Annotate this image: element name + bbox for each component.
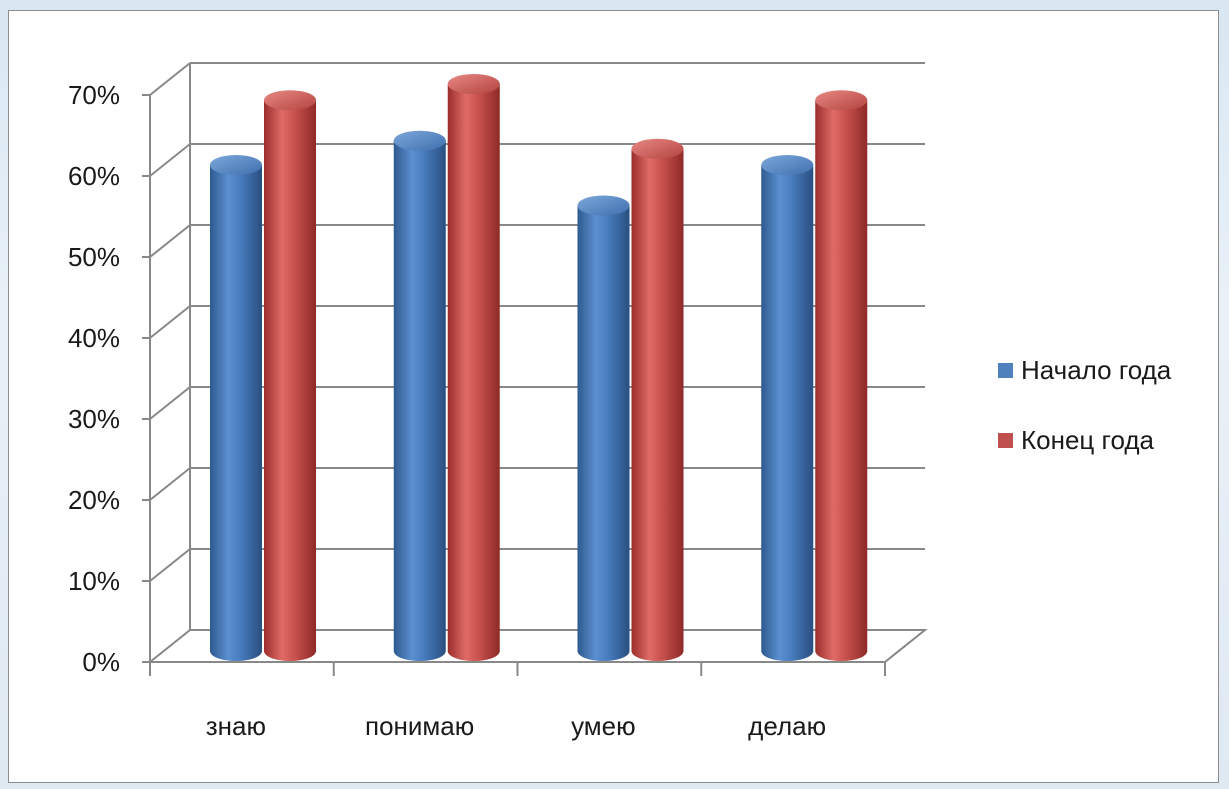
bar-body <box>264 100 316 661</box>
bar-top <box>393 130 446 151</box>
legend: Начало года Конец года <box>998 350 1171 490</box>
bar-top <box>210 155 262 175</box>
bar-end-1 <box>447 74 500 661</box>
gridline-depth <box>149 62 191 96</box>
gridline-depth <box>149 305 191 339</box>
legend-label: Конец года <box>1021 424 1154 455</box>
x-axis-category-labels: знаю понимаю умею делаю <box>206 711 826 741</box>
legend-label: Начало года <box>1021 354 1172 385</box>
y-tick-label: 0% <box>82 647 120 677</box>
x-category-label: делаю <box>748 711 826 741</box>
y-tick-label: 60% <box>68 161 120 191</box>
bars <box>210 74 868 662</box>
x-category-label: умею <box>571 711 636 741</box>
y-tick-label: 40% <box>68 323 120 353</box>
y-tick-label: 20% <box>68 485 120 515</box>
chart-walls <box>147 63 928 663</box>
legend-swatch-blue <box>998 362 1013 378</box>
bar-start-2 <box>577 195 630 661</box>
bar-body <box>631 148 684 662</box>
y-axis-tick-labels: 0% 10% 20% 30% 40% 50% 60% 70% <box>68 80 120 677</box>
legend-item-series-1: Начало года <box>998 350 1171 390</box>
bar-start-3 <box>761 155 814 661</box>
bar-body <box>393 140 446 661</box>
bar-top <box>631 138 684 159</box>
bar-start-1 <box>393 130 446 661</box>
bar-body <box>577 205 630 661</box>
bar-body <box>761 165 814 661</box>
x-category-label: знаю <box>206 711 266 741</box>
gridline-depth <box>149 143 191 177</box>
gridline-depth <box>149 548 191 582</box>
y-tick-label: 70% <box>68 80 120 110</box>
bar-end-0 <box>264 90 316 661</box>
x-category-label: понимаю <box>365 711 474 741</box>
bar-top <box>447 74 500 94</box>
bar-top <box>815 90 868 111</box>
bar-start-0 <box>210 155 262 661</box>
bar-top <box>264 90 316 111</box>
bar-top <box>761 155 814 175</box>
gridline-depth <box>149 467 191 501</box>
bar-top <box>577 195 630 216</box>
legend-swatch-red <box>998 432 1013 448</box>
y-tick-label: 10% <box>68 566 120 596</box>
bar-end-2 <box>631 138 684 662</box>
y-tick-label: 30% <box>68 404 120 434</box>
bar-body <box>815 100 868 661</box>
bar-end-3 <box>815 90 868 661</box>
bar-body <box>210 165 262 661</box>
bar-body <box>447 84 500 661</box>
gridline-depth <box>149 386 191 420</box>
legend-item-series-2: Конец года <box>998 420 1171 460</box>
y-tick-label: 50% <box>68 242 120 272</box>
gridline-depth <box>149 224 191 258</box>
